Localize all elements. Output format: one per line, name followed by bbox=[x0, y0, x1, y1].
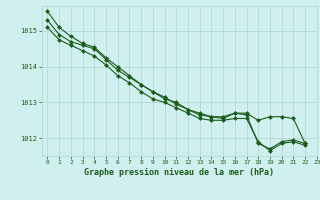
X-axis label: Graphe pression niveau de la mer (hPa): Graphe pression niveau de la mer (hPa) bbox=[84, 168, 274, 177]
